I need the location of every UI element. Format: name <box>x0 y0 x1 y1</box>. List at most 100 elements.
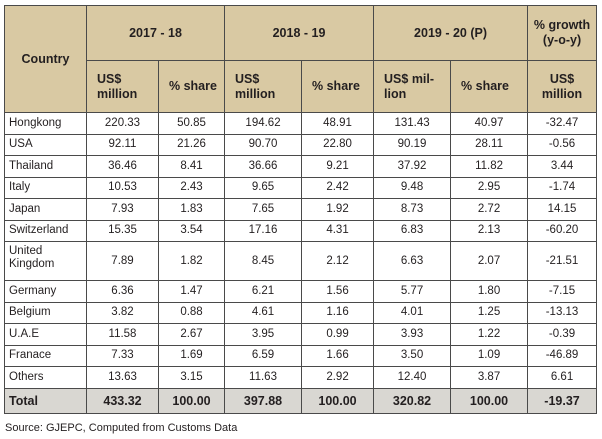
share-2017-18: 2.43 <box>157 176 226 199</box>
value-2019-20: 12.40 <box>373 366 452 389</box>
total-share-2017-18: 100.00 <box>157 387 226 414</box>
value-2019-20: 90.19 <box>373 133 452 156</box>
share-2018-19: 22.80 <box>301 133 375 156</box>
value-2017-18: 13.63 <box>86 366 159 389</box>
share-2018-19: 1.66 <box>301 344 375 367</box>
table-row: Italy 10.53 2.43 9.65 2.42 9.48 2.95 -1.74 <box>4 176 598 199</box>
country-name: USA <box>4 133 87 156</box>
value-2017-18: 3.82 <box>86 301 159 324</box>
share-2019-20: 1.22 <box>450 323 529 346</box>
total-growth: -19.37 <box>527 387 598 414</box>
value-2019-20: 4.01 <box>373 301 452 324</box>
subheader-usd-million: US$ million <box>86 60 159 113</box>
growth-value: -32.47 <box>527 112 598 135</box>
growth-value: 6.61 <box>527 366 598 389</box>
share-2017-18: 3.54 <box>157 219 226 242</box>
share-2017-18: 21.26 <box>157 133 226 156</box>
value-2017-18: 220.33 <box>86 112 159 135</box>
growth-value: -0.39 <box>527 323 598 346</box>
share-2019-20: 28.11 <box>450 133 529 156</box>
growth-value: -13.13 <box>527 301 598 324</box>
value-2017-18: 7.93 <box>86 198 159 221</box>
table-row: Belgium 3.82 0.88 4.61 1.16 4.01 1.25 -13.13 <box>4 301 598 324</box>
total-label: Total <box>4 387 87 414</box>
table-row: U.A.E 11.58 2.67 3.95 0.99 3.93 1.22 -0.39 <box>4 323 598 346</box>
share-2018-19: 9.21 <box>301 155 375 178</box>
share-2017-18: 3.15 <box>157 366 226 389</box>
subheader-usd-million: US$ million <box>527 60 598 113</box>
share-2017-18: 2.67 <box>157 323 226 346</box>
total-share-2019-20: 100.00 <box>450 387 529 414</box>
share-2019-20: 2.13 <box>450 219 529 242</box>
subheader-share: % share <box>450 60 529 113</box>
value-2018-19: 9.65 <box>224 176 303 199</box>
table-row: USA 92.11 21.26 90.70 22.80 90.19 28.11 -0.56 <box>4 133 598 156</box>
value-2018-19: 7.65 <box>224 198 303 221</box>
country-name: Others <box>4 366 87 389</box>
share-2019-20: 2.72 <box>450 198 529 221</box>
value-2018-19: 36.66 <box>224 155 303 178</box>
country-name: United Kingdom <box>4 241 87 281</box>
share-2019-20: 3.87 <box>450 366 529 389</box>
subheader-share: % share <box>157 60 226 113</box>
subheader-share: % share <box>301 60 375 113</box>
table-row: Franace 7.33 1.69 6.59 1.66 3.50 1.09 -46.89 <box>4 344 598 367</box>
share-2017-18: 0.88 <box>157 301 226 324</box>
total-share-2018-19: 100.00 <box>301 387 375 414</box>
value-2018-19: 3.95 <box>224 323 303 346</box>
share-2018-19: 2.12 <box>301 241 375 281</box>
value-2017-18: 15.35 <box>86 219 159 242</box>
share-2018-19: 0.99 <box>301 323 375 346</box>
share-2019-20: 2.95 <box>450 176 529 199</box>
value-2018-19: 17.16 <box>224 219 303 242</box>
value-2017-18: 7.33 <box>86 344 159 367</box>
share-2019-20: 1.80 <box>450 280 529 303</box>
subheader-usd-million: US$ mil-lion <box>373 60 452 113</box>
total-value-2017-18: 433.32 <box>86 387 159 414</box>
value-2018-19: 4.61 <box>224 301 303 324</box>
export-table: Country 2017 - 18 2018 - 19 2019 - 20 (P… <box>4 5 598 414</box>
country-name: Switzerland <box>4 219 87 242</box>
growth-value: 3.44 <box>527 155 598 178</box>
table-row: United Kingdom 7.89 1.82 8.45 2.12 6.63 2.07 -2… <box>4 241 598 281</box>
value-2017-18: 6.36 <box>86 280 159 303</box>
value-2019-20: 6.83 <box>373 219 452 242</box>
value-2017-18: 11.58 <box>86 323 159 346</box>
share-2017-18: 1.83 <box>157 198 226 221</box>
share-2017-18: 8.41 <box>157 155 226 178</box>
value-2019-20: 6.63 <box>373 241 452 281</box>
growth-value: -60.20 <box>527 219 598 242</box>
share-2017-18: 1.69 <box>157 344 226 367</box>
header-2017-18: 2017 - 18 <box>85 5 226 61</box>
share-2018-19: 2.92 <box>301 366 375 389</box>
header-2019-20: 2019 - 20 (P) <box>373 5 529 61</box>
table-row: Others 13.63 3.15 11.63 2.92 12.40 3.87 6.61 <box>4 366 598 389</box>
value-2018-19: 6.21 <box>224 280 303 303</box>
growth-value: 14.15 <box>527 198 598 221</box>
country-name: U.A.E <box>4 323 87 346</box>
growth-value: -0.56 <box>527 133 598 156</box>
table-row: Germany 6.36 1.47 6.21 1.56 5.77 1.80 -7.15 <box>4 280 598 303</box>
share-2019-20: 1.25 <box>450 301 529 324</box>
value-2019-20: 9.48 <box>373 176 452 199</box>
table-row: Hongkong 220.33 50.85 194.62 48.91 131.43 40.9… <box>4 112 598 135</box>
value-2017-18: 10.53 <box>86 176 159 199</box>
value-2018-19: 8.45 <box>224 241 303 281</box>
country-name: Hongkong <box>4 112 87 135</box>
share-2017-18: 50.85 <box>157 112 226 135</box>
country-name: Franace <box>4 344 87 367</box>
header-2018-19: 2018 - 19 <box>224 5 375 61</box>
total-value-2019-20: 320.82 <box>373 387 452 414</box>
country-name: Belgium <box>4 301 87 324</box>
share-2018-19: 1.56 <box>301 280 375 303</box>
share-2018-19: 2.42 <box>301 176 375 199</box>
share-2018-19: 1.16 <box>301 301 375 324</box>
share-2019-20: 40.97 <box>450 112 529 135</box>
total-value-2018-19: 397.88 <box>224 387 303 414</box>
value-2018-19: 194.62 <box>224 112 303 135</box>
value-2018-19: 11.63 <box>224 366 303 389</box>
share-2019-20: 1.09 <box>450 344 529 367</box>
header-growth: % growth (y-o-y) <box>527 5 598 61</box>
source-note: Source: GJEPC, Computed from Customs Dat… <box>5 422 238 434</box>
value-2018-19: 6.59 <box>224 344 303 367</box>
